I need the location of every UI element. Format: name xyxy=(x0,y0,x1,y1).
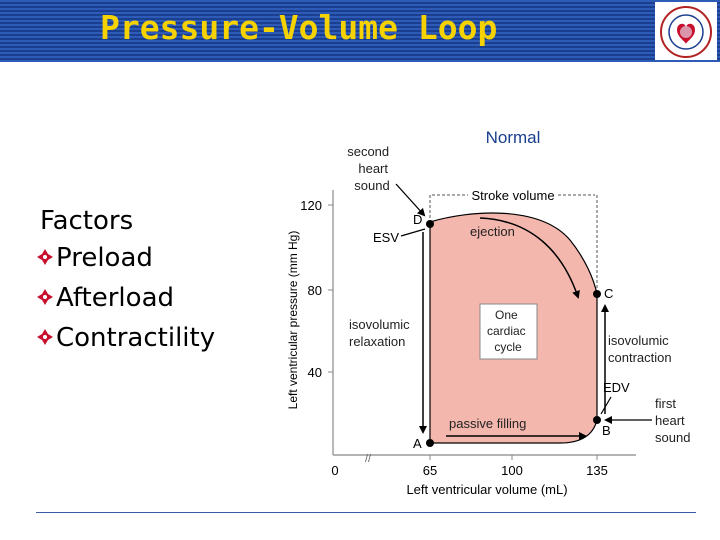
isovolumic-contraction-label: isovolumic contraction xyxy=(608,333,672,365)
esv-label: ESV xyxy=(373,230,399,245)
factor-label: Contractility xyxy=(56,323,216,353)
y-tick-label: 80 xyxy=(308,283,322,298)
cardiac-cycle-label: One cardiac cycle xyxy=(487,308,529,354)
diamond-bullet-icon xyxy=(36,278,56,318)
point-b xyxy=(593,416,601,424)
society-logo xyxy=(655,2,717,60)
factor-item-contractility: Contractility xyxy=(36,318,215,358)
bottom-divider xyxy=(36,512,696,513)
point-d xyxy=(426,220,434,228)
factor-label: Afterload xyxy=(56,283,175,313)
point-c-label: C xyxy=(604,286,613,301)
factors-list: Factors Preload Afterload Contractility xyxy=(36,204,215,358)
y-tick-label: 120 xyxy=(300,198,322,213)
point-c xyxy=(593,290,601,298)
x-tick-label: 100 xyxy=(501,463,523,478)
y-axis-label: Left ventricular pressure (mm Hg) xyxy=(286,231,300,410)
x-axis-label: Left ventricular volume (mL) xyxy=(406,482,567,497)
point-a-label: A xyxy=(413,436,422,451)
edv-label: EDV xyxy=(603,380,630,395)
point-b-label: B xyxy=(602,423,611,438)
edv-pointer xyxy=(600,396,612,415)
cardiac-cycle-box xyxy=(479,303,538,360)
stroke-volume-label: Stroke volume xyxy=(471,188,554,203)
x-tick-label: 0 xyxy=(331,463,338,478)
second-heart-sound-pointer xyxy=(395,183,426,217)
factors-title: Factors xyxy=(40,206,134,236)
esv-pointer xyxy=(400,228,426,237)
second-heart-sound-label: second heart sound xyxy=(347,144,393,193)
x-tick-label: 65 xyxy=(423,463,437,478)
point-a xyxy=(426,439,434,447)
ejection-label: ejection xyxy=(470,224,515,239)
y-tick-label: 40 xyxy=(308,365,322,380)
diamond-bullet-icon xyxy=(36,238,56,278)
axis-break-icon: // xyxy=(365,453,372,465)
title-banner: Pressure-Volume Loop xyxy=(0,0,720,62)
isovolumic-relaxation-label: isovolumic relaxation xyxy=(349,317,413,349)
diamond-bullet-icon xyxy=(36,318,56,358)
pv-loop-diagram: Normal // 120 80 40 0 65 100 135 Left ve… xyxy=(286,128,690,497)
factor-item-afterload: Afterload xyxy=(36,278,215,318)
first-heart-sound-label: first heart sound xyxy=(655,396,690,445)
society-logo-icon xyxy=(660,6,712,58)
diagram-subtitle: Normal xyxy=(486,128,541,147)
slide-title: Pressure-Volume Loop xyxy=(100,8,498,47)
factor-label: Preload xyxy=(56,243,153,273)
point-d-label: D xyxy=(413,212,422,227)
ejection-arrow xyxy=(479,217,580,299)
factor-item-preload: Preload xyxy=(36,238,215,278)
passive-filling-label: passive filling xyxy=(449,416,526,431)
x-tick-label: 135 xyxy=(586,463,608,478)
